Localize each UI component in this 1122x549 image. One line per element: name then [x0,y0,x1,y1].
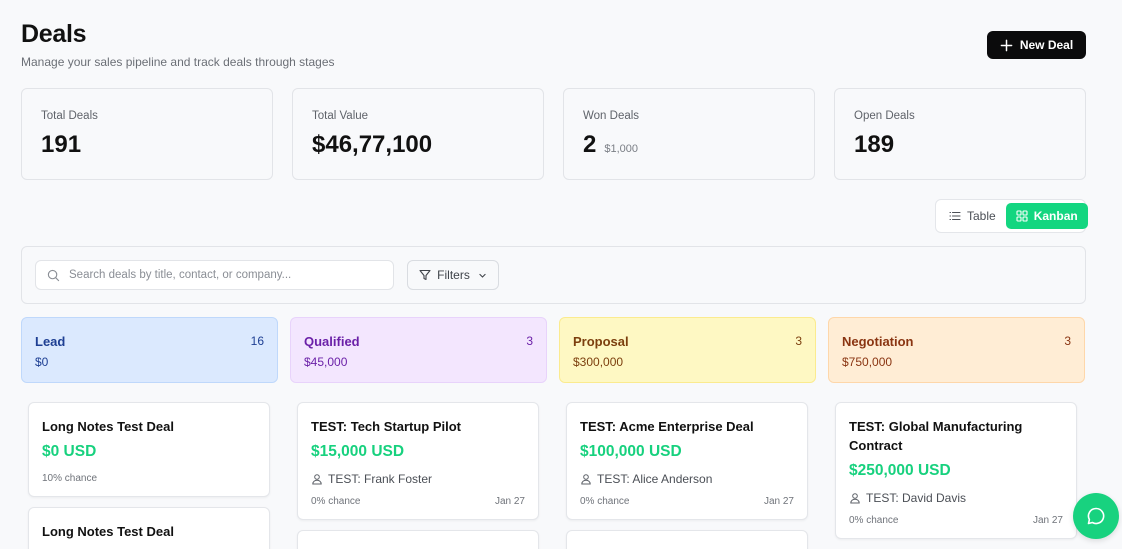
new-deal-button[interactable]: New Deal [987,31,1086,59]
new-deal-label: New Deal [1019,38,1074,52]
stat-label: Open Deals [854,110,915,122]
kanban-view-label: Kanban [1033,209,1078,223]
stage-total: $45,000 [304,355,348,369]
deal-chance: 0% chance [311,496,361,507]
deal-chance: 0% chance [580,496,630,507]
list-icon [949,211,961,221]
search-input[interactable] [69,269,369,281]
deal-title: TEST: Tech Startup Pilot [311,419,461,434]
deal-date: Jan 27 [494,496,525,507]
stat-value: 2 [583,131,597,158]
deal-title: Long Notes Test Deal [42,524,174,539]
stage-count: 3 [795,334,802,348]
table-view-button[interactable]: Table [939,203,1006,229]
grid-icon [1016,210,1028,222]
chat-button[interactable] [1073,493,1119,539]
filters-label: Filters [437,268,470,282]
column-proposal: Proposal 3 $300,000 TEST: Acme Enterpris… [559,317,816,549]
column-lead: Lead 16 $0 Long Notes Test Deal $0 USD 1… [21,317,278,549]
page-title: Deals [21,20,87,48]
deal-card[interactable]: Long Notes Test Deal [28,507,270,549]
stats-row: Total Deals 191 Total Value $46,77,100 W… [21,88,1086,180]
card-list: TEST: Acme Enterprise Deal $100,000 USD … [559,383,816,549]
deal-contact: TEST: Alice Anderson [597,472,713,486]
deal-date: Jan 27 [763,496,794,507]
filter-icon [419,269,431,281]
deal-card[interactable] [566,530,808,549]
chevron-down-icon [479,273,486,278]
filter-bar: Filters [21,246,1086,304]
user-icon [850,493,860,504]
stage-count: 3 [526,334,533,348]
stat-total-value: Total Value $46,77,100 [292,88,544,180]
user-icon [581,474,591,485]
chat-bubble-icon [1087,507,1105,525]
search-box [35,260,394,290]
kanban-board: Lead 16 $0 Long Notes Test Deal $0 USD 1… [21,317,1086,549]
search-icon [47,269,60,281]
stat-label: Total Value [312,110,369,122]
deal-amount: $15,000 USD [311,443,405,460]
stat-open-deals: Open Deals 189 [834,88,1086,180]
plus-icon [1000,39,1013,51]
deal-contact: TEST: David Davis [866,491,967,505]
page-subtitle: Manage your sales pipeline and track dea… [21,55,335,69]
deals-page: Deals Manage your sales pipeline and tra… [21,0,1088,549]
stage-count: 16 [250,334,264,348]
stage-total: $300,000 [573,355,624,369]
stat-value: 189 [854,131,895,158]
stat-sub-value: $1,000 [604,143,639,155]
deal-title: Long Notes Test Deal [42,419,174,434]
stat-value: $46,77,100 [312,131,433,158]
kanban-view-button[interactable]: Kanban [1005,203,1088,229]
stage-count: 3 [1064,334,1071,348]
deal-chance: 10% chance [42,473,98,484]
stage-header-negotiation: Negotiation 3 $750,000 [828,317,1085,383]
card-list: TEST: Tech Startup Pilot $15,000 USD TES… [290,383,547,549]
view-toggle: Table Kanban [935,199,1088,233]
deal-card[interactable]: Long Notes Test Deal $0 USD 10% chance [28,402,270,497]
deal-amount: $0 USD [42,443,97,460]
deal-amount: $100,000 USD [580,443,682,460]
deal-card[interactable] [297,530,539,549]
deal-date: Jan 27 [1032,515,1063,526]
card-list: Long Notes Test Deal $0 USD 10% chance L… [21,383,278,549]
stat-label: Total Deals [41,110,98,122]
stat-won-deals: Won Deals 2 $1,000 [563,88,815,180]
deal-contact: TEST: Frank Foster [328,472,433,486]
user-icon [312,474,322,485]
deal-card[interactable]: TEST: Tech Startup Pilot $15,000 USD TES… [297,402,539,520]
stage-header-lead: Lead 16 $0 [21,317,278,383]
column-qualified: Qualified 3 $45,000 TEST: Tech Startup P… [290,317,547,549]
deal-card[interactable]: TEST: Global Manufacturing Contract $250… [835,402,1077,539]
page-header: Deals Manage your sales pipeline and tra… [21,0,1086,80]
stage-name: Negotiation [842,334,914,349]
stage-header-proposal: Proposal 3 $300,000 [559,317,816,383]
stage-name: Lead [35,334,66,349]
stage-name: Qualified [304,334,360,349]
card-list: TEST: Global Manufacturing Contract $250… [828,383,1085,539]
deal-chance: 0% chance [849,515,899,526]
deal-amount: $250,000 USD [849,462,951,479]
stage-header-qualified: Qualified 3 $45,000 [290,317,547,383]
column-negotiation: Negotiation 3 $750,000 TEST: Global Manu… [828,317,1085,549]
deal-title: TEST: Global Manufacturing Contract [849,419,1023,453]
stage-name: Proposal [573,334,629,349]
deal-card[interactable]: TEST: Acme Enterprise Deal $100,000 USD … [566,402,808,520]
deal-title: TEST: Acme Enterprise Deal [580,419,754,434]
stat-total-deals: Total Deals 191 [21,88,273,180]
stat-label: Won Deals [583,110,640,122]
stat-value: 191 [41,131,82,158]
stage-total: $750,000 [842,355,893,369]
stage-total: $0 [35,355,49,369]
filters-button[interactable]: Filters [407,260,499,290]
table-view-label: Table [967,209,996,223]
